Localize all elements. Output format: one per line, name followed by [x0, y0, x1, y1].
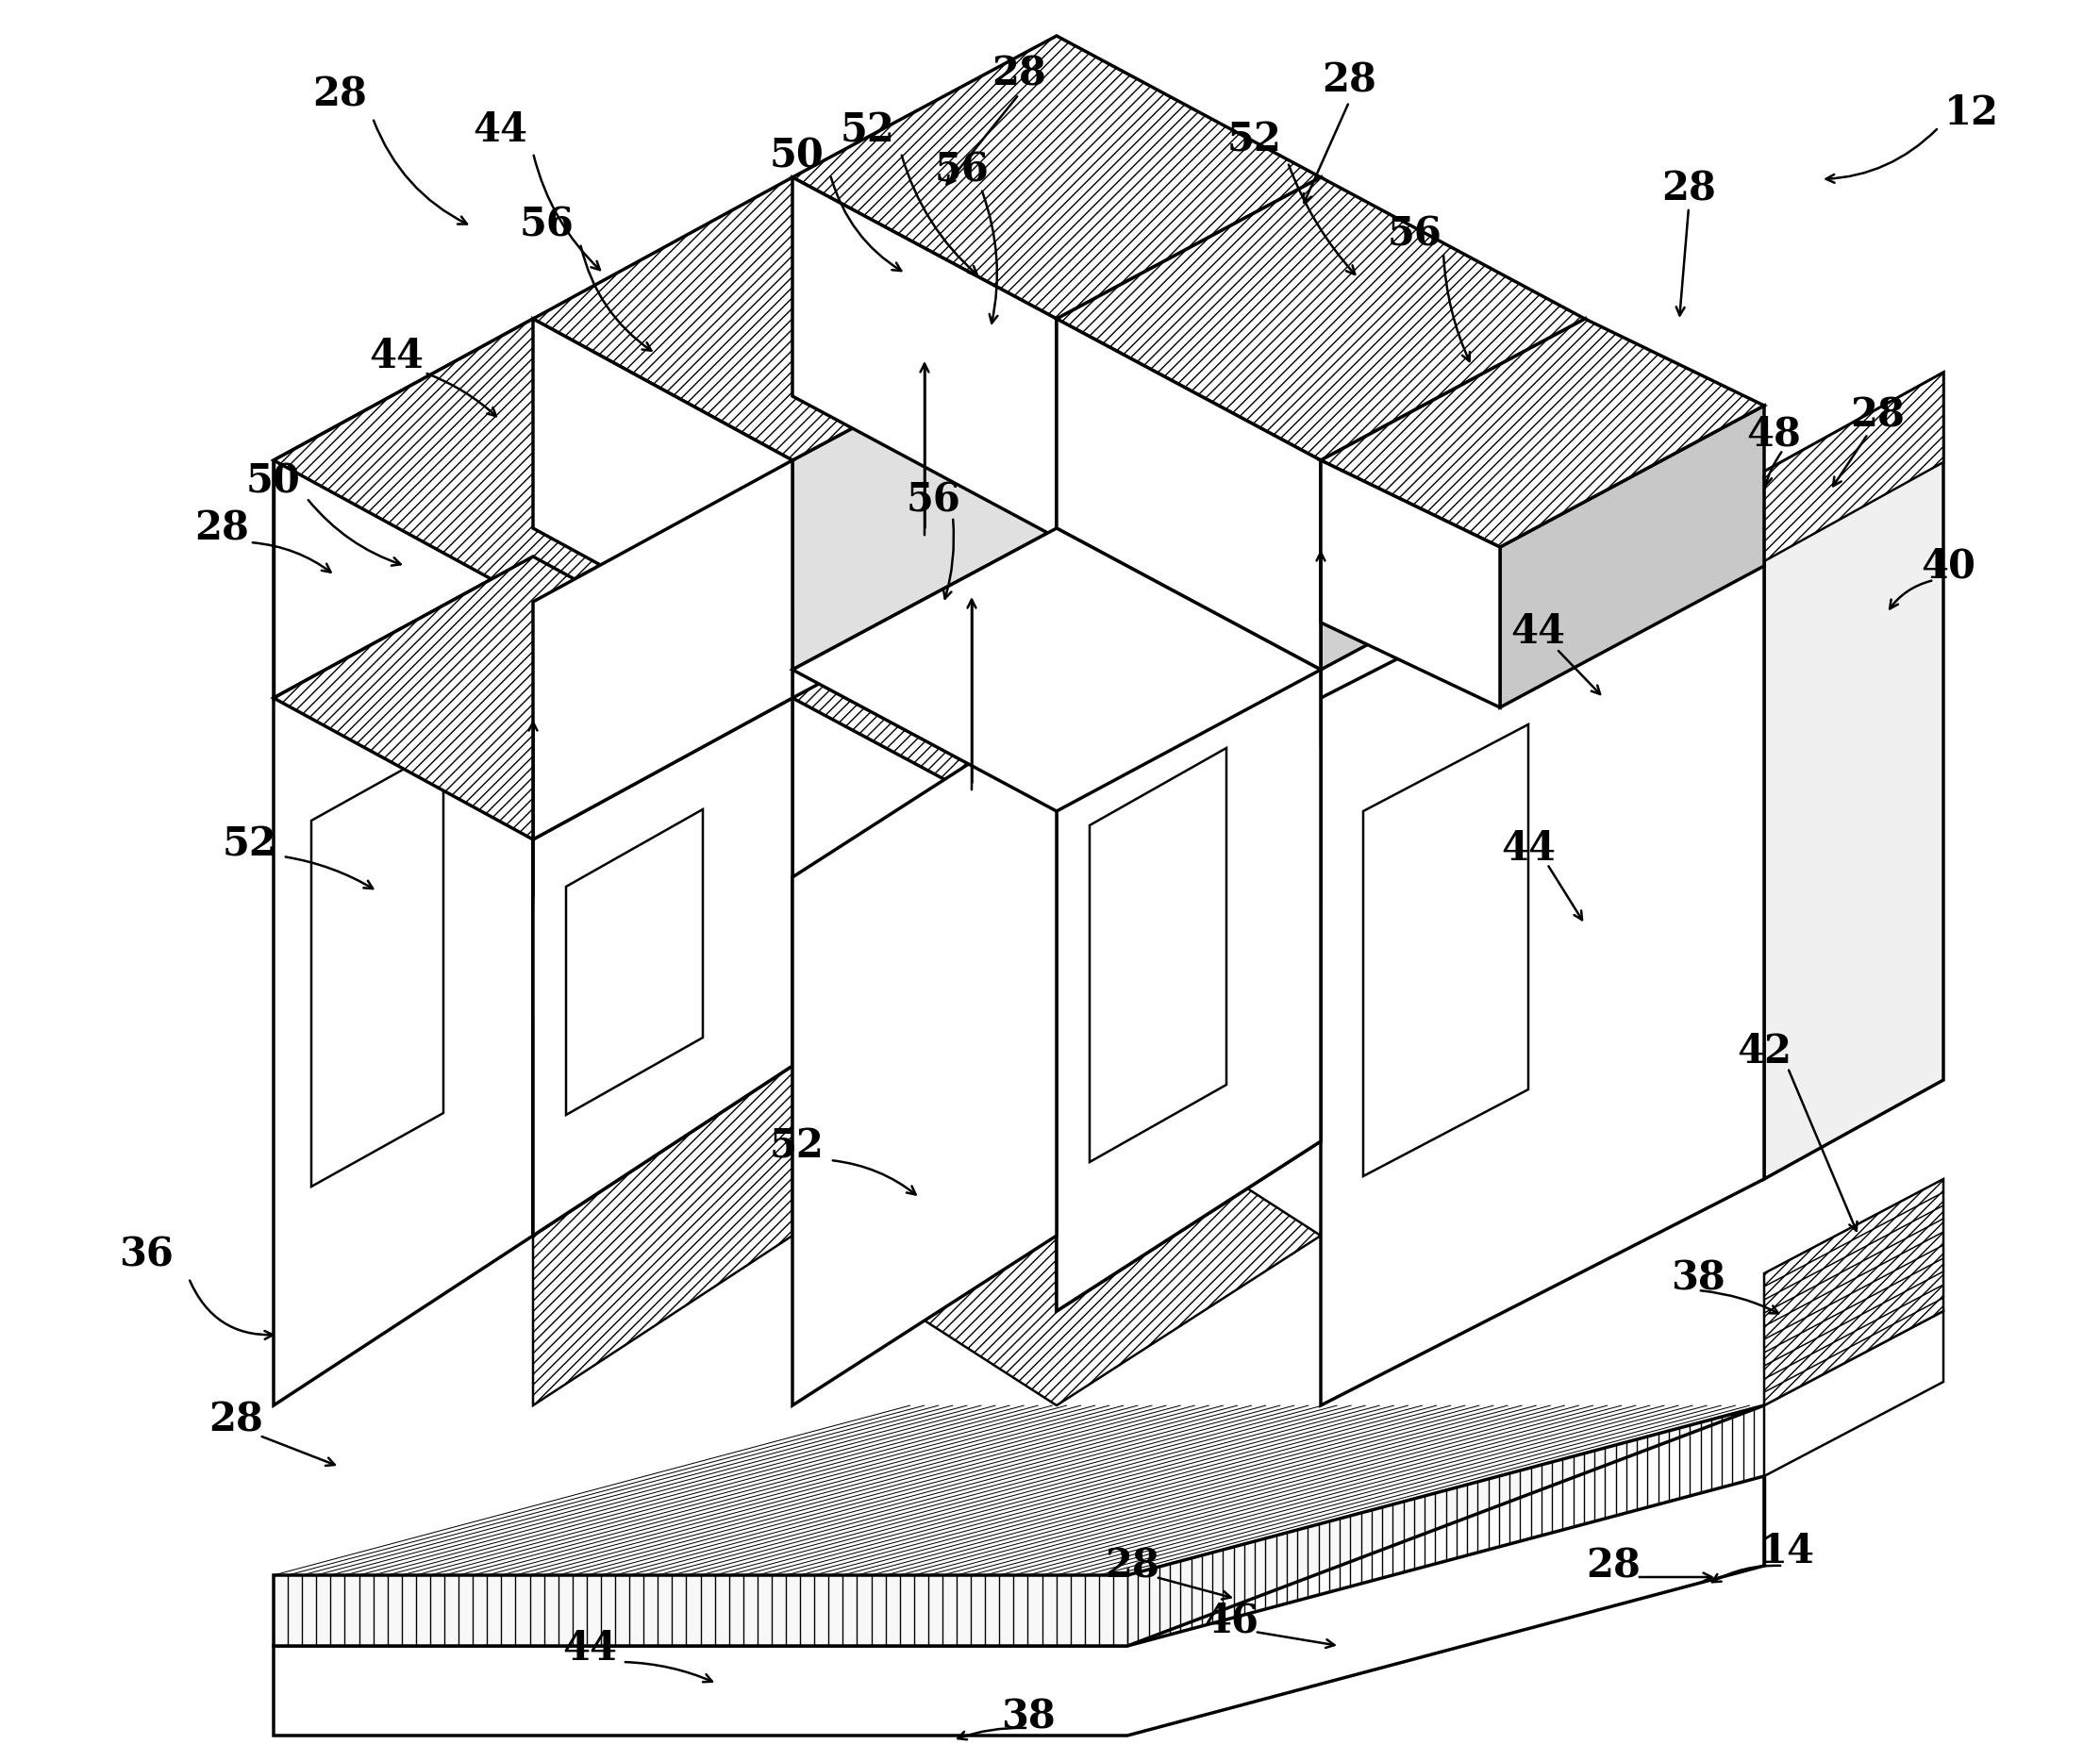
- Text: 42: 42: [1737, 1032, 1791, 1071]
- Text: 52: 52: [223, 824, 277, 865]
- Text: 36: 36: [120, 1234, 174, 1275]
- Polygon shape: [1090, 748, 1226, 1162]
- Text: 44: 44: [1510, 613, 1564, 652]
- Text: 52: 52: [1226, 120, 1281, 160]
- Text: 28: 28: [1586, 1546, 1640, 1585]
- Text: 52: 52: [840, 111, 895, 150]
- Polygon shape: [533, 613, 792, 1236]
- Polygon shape: [533, 178, 1056, 460]
- Text: 28: 28: [1105, 1546, 1159, 1585]
- Polygon shape: [1056, 697, 1321, 1048]
- Polygon shape: [1094, 632, 1260, 1094]
- Text: 38: 38: [1672, 1259, 1726, 1298]
- Polygon shape: [792, 708, 1056, 1405]
- Polygon shape: [792, 35, 1321, 319]
- Polygon shape: [273, 1405, 1764, 1647]
- Polygon shape: [1321, 460, 1499, 708]
- Polygon shape: [1056, 178, 1321, 537]
- Polygon shape: [567, 810, 704, 1115]
- Polygon shape: [1363, 724, 1529, 1176]
- Polygon shape: [571, 583, 708, 1039]
- Text: 28: 28: [313, 74, 367, 114]
- Text: 56: 56: [935, 150, 989, 190]
- Polygon shape: [533, 460, 792, 840]
- Text: 28: 28: [1321, 60, 1376, 100]
- Polygon shape: [273, 319, 533, 697]
- Text: 28: 28: [208, 1400, 262, 1439]
- Text: 28: 28: [1661, 169, 1716, 208]
- Text: 44: 44: [370, 336, 424, 377]
- Polygon shape: [1321, 319, 1586, 669]
- Text: 44: 44: [472, 111, 527, 150]
- Text: 14: 14: [1760, 1532, 1814, 1571]
- Text: 40: 40: [1922, 546, 1976, 586]
- Polygon shape: [1764, 373, 1943, 1180]
- Polygon shape: [533, 460, 792, 784]
- Polygon shape: [792, 178, 1056, 537]
- Polygon shape: [1056, 319, 1321, 669]
- Text: 50: 50: [771, 136, 825, 176]
- Polygon shape: [792, 528, 1321, 812]
- Polygon shape: [1321, 319, 1764, 548]
- Polygon shape: [273, 319, 792, 602]
- Text: 46: 46: [1203, 1601, 1258, 1639]
- Polygon shape: [1056, 433, 1321, 1312]
- Polygon shape: [533, 319, 792, 669]
- Text: 12: 12: [1945, 93, 1999, 134]
- Text: 44: 44: [1502, 829, 1556, 868]
- Polygon shape: [1499, 405, 1764, 708]
- Polygon shape: [533, 1065, 792, 1405]
- Polygon shape: [533, 697, 792, 1018]
- Polygon shape: [792, 319, 1056, 669]
- Text: 38: 38: [1002, 1698, 1056, 1736]
- Polygon shape: [1056, 896, 1321, 1236]
- Text: 50: 50: [246, 461, 300, 500]
- Polygon shape: [273, 556, 792, 840]
- Polygon shape: [1764, 1312, 1943, 1476]
- Text: 52: 52: [771, 1127, 825, 1166]
- Polygon shape: [311, 747, 443, 1187]
- Polygon shape: [273, 1476, 1764, 1736]
- Polygon shape: [792, 1065, 1321, 1405]
- Text: 44: 44: [563, 1629, 617, 1669]
- Polygon shape: [1056, 548, 1321, 1312]
- Polygon shape: [273, 556, 533, 1405]
- Text: 28: 28: [195, 509, 250, 548]
- Polygon shape: [1764, 373, 1943, 562]
- Polygon shape: [1321, 472, 1764, 1405]
- Text: 48: 48: [1747, 414, 1802, 454]
- Polygon shape: [1764, 1180, 1943, 1405]
- Text: 56: 56: [521, 204, 575, 245]
- Text: 56: 56: [907, 481, 962, 519]
- Polygon shape: [1056, 178, 1586, 460]
- Polygon shape: [792, 556, 1321, 840]
- Text: 28: 28: [991, 55, 1046, 93]
- Text: 28: 28: [1850, 394, 1905, 435]
- Text: 56: 56: [1388, 215, 1443, 254]
- Polygon shape: [533, 349, 792, 1236]
